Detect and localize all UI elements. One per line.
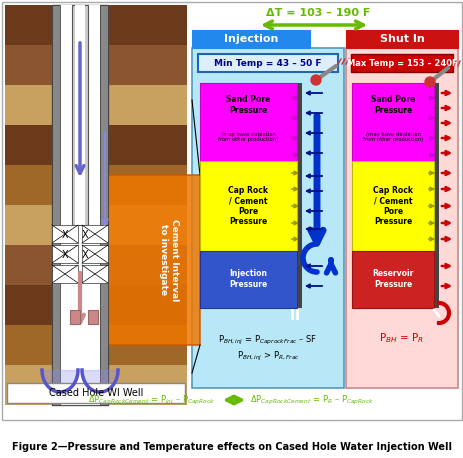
Bar (200, 253, 296, 261)
Bar (200, 173, 296, 181)
Circle shape (310, 75, 320, 85)
Text: Cased Hole WI Well: Cased Hole WI Well (49, 388, 143, 398)
Bar (345, 48, 457, 388)
Text: ΔT = 103 – 190 F: ΔT = 103 – 190 F (265, 8, 369, 18)
Bar (5, 85, 187, 125)
Bar (192, 30, 309, 48)
Text: Cap Rock
/ Cement
Pore
Pressure: Cap Rock / Cement Pore Pressure (227, 186, 268, 226)
Bar (200, 213, 296, 221)
Text: Injection
Pressure: Injection Pressure (228, 269, 267, 289)
Text: P$_{BH, inj}$ = P$_{Caprock Frac}$ – SF: P$_{BH, inj}$ = P$_{Caprock Frac}$ – SF (218, 333, 317, 347)
Text: ΔP$_{Cap Rock Cement}$ = P$_{inj}$ – P$_{Cap Rock}$: ΔP$_{Cap Rock Cement}$ = P$_{inj}$ – P$_… (88, 393, 214, 407)
Bar (350, 54, 452, 72)
Text: Injection: Injection (223, 34, 278, 44)
Text: ΔP$_{Cap Rock Cement}$ = P$_{R}$ – P$_{Cap Rock}$: ΔP$_{Cap Rock Cement}$ = P$_{R}$ – P$_{C… (250, 393, 373, 407)
Bar (60, 5, 100, 405)
Text: X: X (81, 230, 88, 240)
Bar (351, 161, 433, 251)
Bar (7, 383, 185, 403)
Text: (may have depletion
from other production): (may have depletion from other productio… (218, 131, 277, 142)
Bar (5, 245, 187, 285)
Text: Min Temp = 43 – 50 F: Min Temp = 43 – 50 F (214, 59, 321, 67)
Bar (52, 225, 78, 243)
Bar (70, 310, 80, 324)
Bar (82, 265, 108, 283)
Bar (82, 225, 108, 243)
Text: Max Temp = 153 – 240F: Max Temp = 153 – 240F (346, 59, 457, 67)
Text: X: X (81, 250, 88, 260)
Bar (433, 83, 438, 308)
Bar (200, 251, 296, 308)
Text: Sand Pore
Pressure: Sand Pore Pressure (370, 95, 414, 114)
Bar (200, 138, 296, 146)
Bar (72, 5, 88, 225)
Circle shape (424, 77, 434, 87)
Bar (351, 138, 433, 146)
Bar (296, 83, 301, 308)
Bar (82, 245, 108, 263)
Bar (200, 83, 296, 308)
Bar (5, 165, 187, 205)
Bar (5, 285, 187, 325)
Bar (52, 265, 78, 283)
Bar (5, 5, 187, 405)
Bar (5, 325, 187, 365)
Bar (351, 251, 433, 308)
Text: Cap Rock
/ Cement
Pore
Pressure: Cap Rock / Cement Pore Pressure (372, 186, 412, 226)
Bar (351, 253, 433, 261)
Text: Sand Pore
Pressure: Sand Pore Pressure (225, 95, 269, 114)
Bar (351, 103, 433, 111)
Text: Cement Interval
to investigate: Cement Interval to investigate (159, 219, 178, 301)
Text: Figure 2—Pressure and Temperature effects on Cased Hole Water Injection Well: Figure 2—Pressure and Temperature effect… (12, 442, 451, 452)
Text: P$_{BH, inj}$ > P$_{R,Frac}$: P$_{BH, inj}$ > P$_{R,Frac}$ (236, 349, 299, 363)
Text: P$_{BH}$ = P$_{R}$: P$_{BH}$ = P$_{R}$ (379, 331, 424, 345)
Bar (5, 205, 187, 245)
Bar (75, 5, 85, 225)
Bar (351, 173, 433, 181)
Bar (52, 5, 60, 405)
Bar (88, 310, 98, 324)
Bar (192, 48, 343, 388)
Text: X: X (62, 250, 68, 260)
Bar (5, 365, 187, 405)
Bar (5, 125, 187, 165)
Bar (351, 83, 433, 161)
Text: (may have depletion
from other production): (may have depletion from other productio… (362, 131, 422, 142)
Bar (198, 54, 337, 72)
Bar (108, 175, 200, 345)
Text: Shut In: Shut In (379, 34, 424, 44)
Bar (100, 5, 108, 405)
Text: X: X (62, 230, 68, 240)
Bar (200, 83, 296, 161)
Bar (5, 5, 187, 45)
Text: Reservoir
Pressure: Reservoir Pressure (371, 269, 413, 289)
Bar (351, 83, 433, 308)
Bar (351, 213, 433, 221)
Bar (5, 45, 187, 85)
Bar (200, 161, 296, 251)
Bar (345, 30, 457, 48)
Bar (200, 103, 296, 111)
Bar (52, 5, 108, 405)
Bar (52, 245, 78, 263)
